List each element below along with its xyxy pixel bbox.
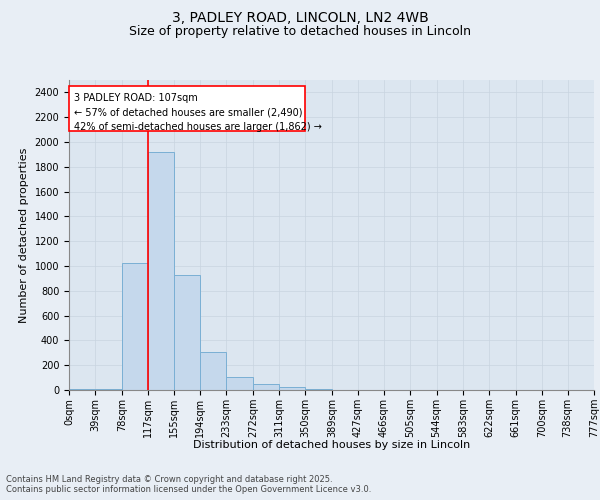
Text: 42% of semi-detached houses are larger (1,862) →: 42% of semi-detached houses are larger (… — [74, 122, 322, 132]
Text: Size of property relative to detached houses in Lincoln: Size of property relative to detached ho… — [129, 24, 471, 38]
Bar — [226, 377, 253, 390]
Bar — [253, 384, 279, 390]
Text: Contains HM Land Registry data © Crown copyright and database right 2025.: Contains HM Land Registry data © Crown c… — [6, 476, 332, 484]
Bar — [122, 263, 148, 390]
Y-axis label: Number of detached properties: Number of detached properties — [19, 148, 29, 322]
Text: 3 PADLEY ROAD: 107sqm: 3 PADLEY ROAD: 107sqm — [74, 93, 198, 103]
Bar — [200, 352, 226, 390]
Text: 3, PADLEY ROAD, LINCOLN, LN2 4WB: 3, PADLEY ROAD, LINCOLN, LN2 4WB — [172, 12, 428, 26]
Bar — [305, 389, 332, 390]
Bar — [95, 389, 122, 390]
Bar — [69, 389, 95, 390]
FancyBboxPatch shape — [69, 86, 305, 132]
Bar — [148, 152, 174, 390]
Bar — [174, 274, 200, 390]
Bar — [279, 387, 305, 390]
Text: ← 57% of detached houses are smaller (2,490): ← 57% of detached houses are smaller (2,… — [74, 108, 303, 118]
X-axis label: Distribution of detached houses by size in Lincoln: Distribution of detached houses by size … — [193, 440, 470, 450]
Text: Contains public sector information licensed under the Open Government Licence v3: Contains public sector information licen… — [6, 484, 371, 494]
